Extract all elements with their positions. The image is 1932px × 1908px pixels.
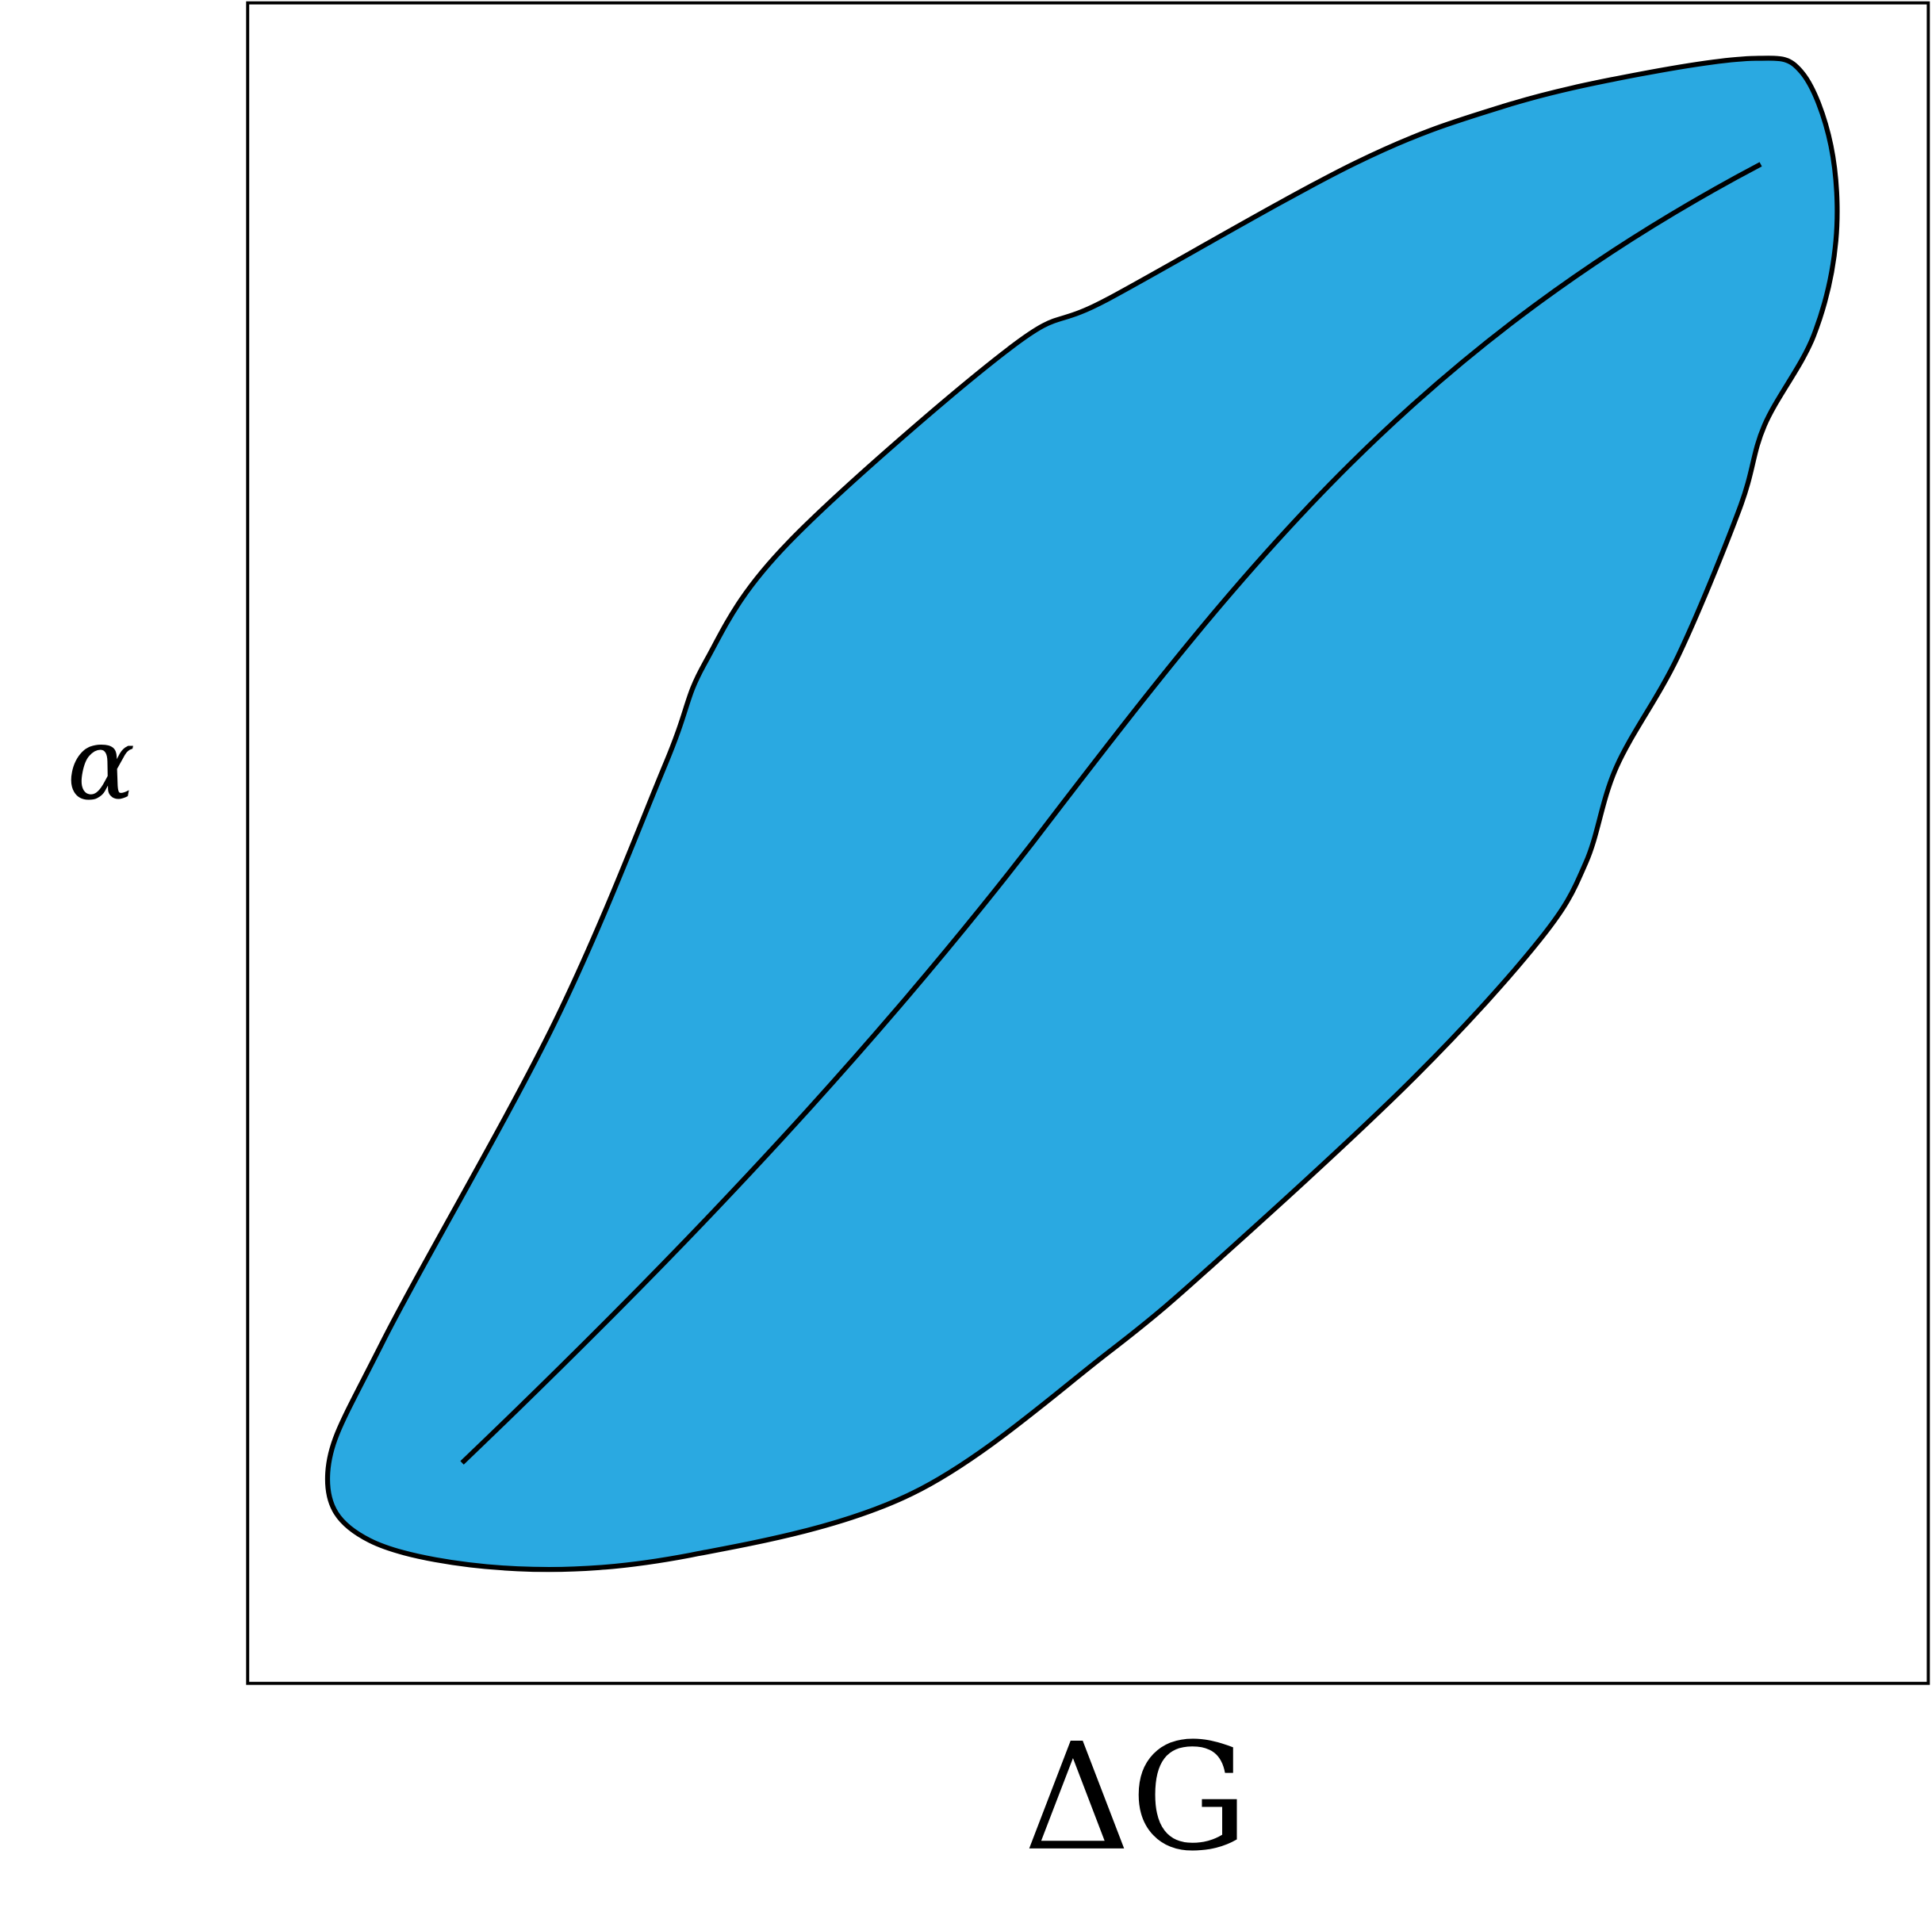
x-axis-label: ΔG xyxy=(1024,1711,1249,1883)
curve xyxy=(460,162,1762,1465)
frame xyxy=(246,1,1930,1685)
region xyxy=(324,56,1840,1573)
y-axis-label: α xyxy=(67,706,135,823)
